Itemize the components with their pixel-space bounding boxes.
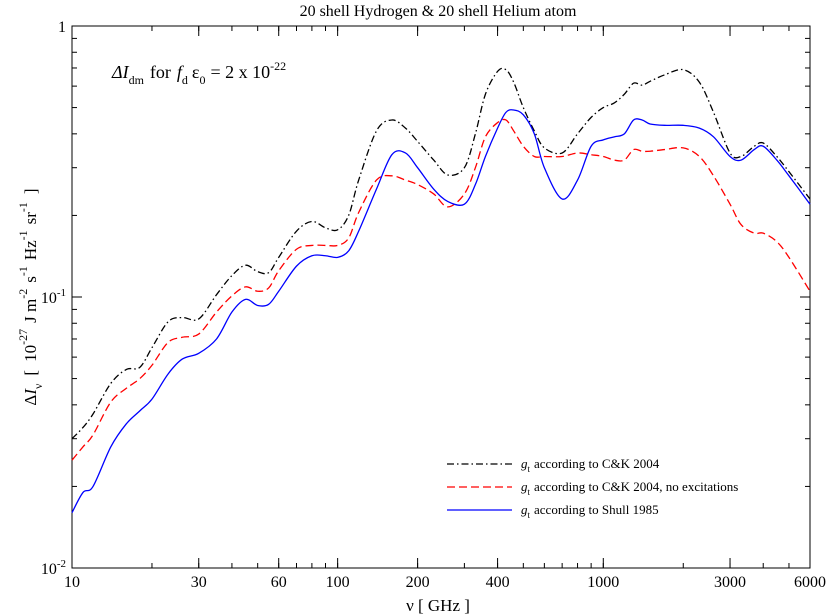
x-tick-label: 1000 (587, 574, 619, 591)
plot-annotation: ΔIdm for fd ε0 = 2 x 10-22 (111, 59, 286, 87)
legend-label-ck2004: gt according to C&K 2004 (521, 456, 660, 474)
series-ck2004 (71, 67, 811, 440)
x-tick-label: 200 (406, 574, 430, 591)
series-shull1985 (71, 109, 811, 513)
x-tick-label: 30 (191, 574, 207, 591)
y-tick-label: 10-2 (41, 558, 66, 578)
x-axis-label: ν [ GHz ] (406, 596, 470, 615)
series-layer (71, 67, 811, 513)
y-ticks: 10-2 10-1 1 (41, 19, 810, 578)
y-axis-label: ΔIν[10-27J m-2s-1Hz-1sr-1] (16, 188, 45, 405)
x-tick-label: 400 (486, 574, 510, 591)
x-tick-label: 6000 (794, 574, 826, 591)
x-tick-label: 100 (326, 574, 350, 591)
legend: gt according to C&K 2004 gt according to C… (447, 456, 738, 520)
x-tick-label: 10 (64, 574, 80, 591)
y-tick-label: 1 (58, 19, 66, 36)
series-ck2004-no-excitations (71, 118, 811, 461)
x-tick-label: 60 (271, 574, 287, 591)
chart-title: 20 shell Hydrogen & 20 shell Helium atom (300, 3, 577, 20)
x-tick-label: 3000 (714, 574, 746, 591)
legend-label-shull1985: gt according to Shull 1985 (521, 502, 659, 520)
legend-label-ck2004-no-excitations: gt according to C&K 2004, no excitations (521, 479, 738, 497)
x-major-ticks: 10 30 60 100 200 400 1000 3000 6000 (64, 26, 826, 591)
y-tick-label: 10-1 (41, 287, 66, 307)
